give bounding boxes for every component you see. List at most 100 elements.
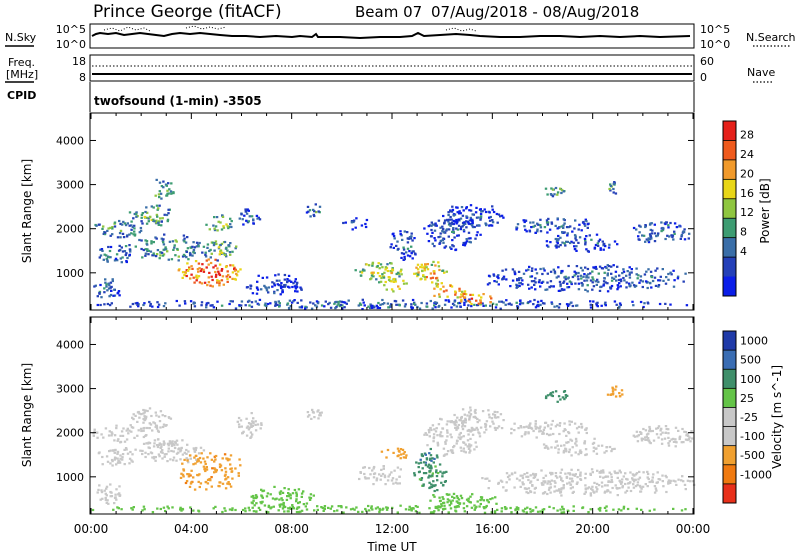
power-cell-20 — [448, 222, 451, 225]
power-cell-20 — [457, 234, 460, 237]
power-cell-22 — [656, 267, 659, 270]
vel-cell-22 — [681, 427, 684, 431]
vel-cell-17 — [571, 473, 575, 476]
vel-cell-8 — [252, 497, 255, 500]
vel-cell-18 — [577, 425, 581, 428]
vel-cell-15 — [463, 425, 467, 428]
power-cell-11 — [276, 289, 279, 292]
vel-cell-17 — [571, 480, 574, 483]
vel-cell-10 — [369, 473, 372, 476]
vel-cell-17 — [562, 484, 565, 487]
power-cell-22 — [537, 281, 541, 284]
power-cell-11 — [255, 292, 259, 295]
vel-cell-5 — [238, 458, 241, 461]
power-cell-20 — [461, 225, 464, 228]
vel-cell-17 — [605, 475, 608, 478]
vel-cell-16 — [463, 413, 466, 416]
power-cell-10 — [298, 306, 301, 309]
power-cell-16 — [401, 238, 404, 241]
vel-cell-7 — [267, 505, 270, 509]
vel-cell-5 — [198, 485, 201, 489]
vel-cell-4 — [176, 443, 179, 446]
power-cell-10 — [200, 301, 204, 304]
power-cell-3 — [168, 208, 171, 211]
power-cell-3 — [157, 221, 160, 225]
vel-cell-19 — [557, 448, 560, 451]
power-cell-3 — [146, 211, 149, 214]
vel-cell-4 — [147, 453, 150, 456]
power-cell-27 — [632, 226, 636, 230]
vel-cell-7 — [322, 509, 325, 512]
vel-cell-15 — [461, 425, 464, 428]
power-cell-6 — [233, 266, 236, 269]
vel-cell-5 — [218, 463, 222, 466]
power-cell-3 — [160, 220, 163, 223]
power-cell-22 — [646, 286, 649, 290]
vel-cell-19 — [613, 447, 616, 450]
vel-cell-7 — [559, 508, 562, 511]
vel-cell-8 — [278, 503, 281, 506]
power-cell-10 — [134, 302, 137, 305]
vel-cell-1 — [97, 452, 101, 455]
power-cell-23 — [556, 227, 559, 230]
vel-cell-8 — [291, 504, 294, 507]
vel-cell-15 — [466, 439, 470, 442]
power-cell-1 — [102, 258, 105, 261]
power-cell-23 — [573, 227, 576, 230]
vel-cell-17 — [637, 478, 640, 481]
vel-cell-7 — [581, 506, 584, 510]
power-cell-15 — [393, 277, 396, 281]
vel-cell-14 — [471, 493, 474, 496]
freq-unit: [MHz] — [6, 68, 38, 81]
power-cell-18 — [449, 284, 452, 287]
vel-cell-17 — [644, 483, 647, 486]
vel-cell-7 — [316, 508, 319, 511]
power-cell-13 — [364, 225, 368, 229]
power-cell-22 — [615, 279, 618, 282]
power-cell-2 — [106, 289, 109, 292]
vel-cell-1 — [116, 461, 120, 464]
power-cell-22 — [622, 268, 625, 271]
vel-cell-13 — [428, 452, 431, 455]
power-cell-14 — [377, 262, 380, 265]
vel-cell-1 — [109, 462, 112, 465]
power-cell-5 — [152, 254, 156, 257]
power-cell-8 — [222, 226, 226, 229]
vel-cell-17 — [533, 476, 537, 479]
vel-cell-5 — [237, 472, 240, 475]
power-cell-11 — [286, 278, 289, 281]
vel-cell-17 — [560, 487, 563, 490]
vel-cell-1 — [114, 448, 117, 451]
vel-cell-17 — [686, 479, 690, 482]
vel-cell-16 — [462, 421, 465, 424]
power-cell-6 — [197, 262, 201, 265]
vel-cell-4 — [189, 457, 192, 460]
power-cell-8 — [230, 220, 233, 223]
vel-cell-5 — [183, 458, 186, 461]
power-colorbar-tick-label: 28 — [740, 128, 754, 141]
power-cell-3 — [140, 220, 143, 223]
power-cell-17 — [437, 261, 440, 264]
power-cell-22 — [630, 268, 633, 271]
power-cell-22 — [549, 280, 553, 283]
power-cell-10 — [413, 302, 416, 305]
vel-cell-1 — [123, 448, 126, 451]
vel-cell-7 — [251, 506, 254, 509]
power-cell-21 — [454, 220, 457, 223]
power-cell-23 — [536, 230, 539, 233]
power-cell-18 — [446, 295, 449, 298]
power-cell-23 — [515, 226, 518, 229]
vel-cell-0 — [126, 427, 129, 430]
vel-cell-0 — [111, 432, 114, 435]
power-cell-16 — [406, 231, 409, 234]
vel-cell-4 — [159, 450, 163, 453]
vel-cell-7 — [368, 509, 371, 512]
vel-cell-2 — [104, 496, 107, 500]
power-cell-3 — [153, 220, 156, 223]
vel-cell-7 — [116, 506, 119, 509]
velocity-colorbar-segment — [723, 445, 736, 466]
power-cell-13 — [354, 226, 357, 229]
power-cell-22 — [595, 283, 598, 286]
vel-cell-13 — [429, 457, 432, 460]
